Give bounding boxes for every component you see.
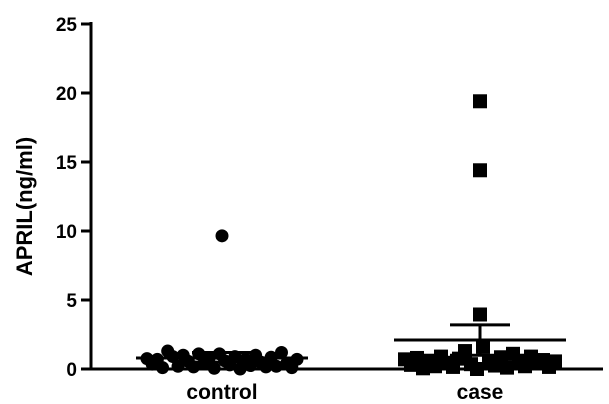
control-data-point <box>259 360 273 374</box>
y-ticks: 0 5 10 15 20 25 <box>56 15 91 381</box>
control-data-point <box>207 361 221 375</box>
case-data-point <box>476 339 490 354</box>
control-data-point <box>233 362 247 376</box>
control-data-point <box>215 229 229 243</box>
axes <box>89 22 603 371</box>
y-tick-label: 0 <box>66 360 77 381</box>
control-data-point <box>187 360 201 374</box>
case-data-point <box>473 163 487 178</box>
x-category-label: case <box>457 381 504 404</box>
y-tick-label: 25 <box>56 15 78 36</box>
control-data-point <box>156 361 170 375</box>
mean-sem-bars <box>136 323 566 364</box>
data-marks <box>140 94 562 376</box>
case-data-point <box>473 307 487 322</box>
case-data-point <box>500 360 514 375</box>
labels: control case APRIL(ng/ml) <box>12 137 503 404</box>
y-tick-label: 10 <box>56 222 77 243</box>
y-tick-label: 20 <box>56 84 77 105</box>
control-data-point <box>269 359 283 373</box>
control-data-point <box>171 359 185 373</box>
x-category-label: control <box>186 381 257 404</box>
y-tick-label: 5 <box>66 291 77 312</box>
case-data-point <box>473 94 487 109</box>
case-data-point <box>548 354 562 369</box>
case-data-point <box>470 362 484 376</box>
y-tick-label: 15 <box>56 153 78 174</box>
control-data-point <box>274 345 288 359</box>
y-axis-title: APRIL(ng/ml) <box>12 137 37 276</box>
